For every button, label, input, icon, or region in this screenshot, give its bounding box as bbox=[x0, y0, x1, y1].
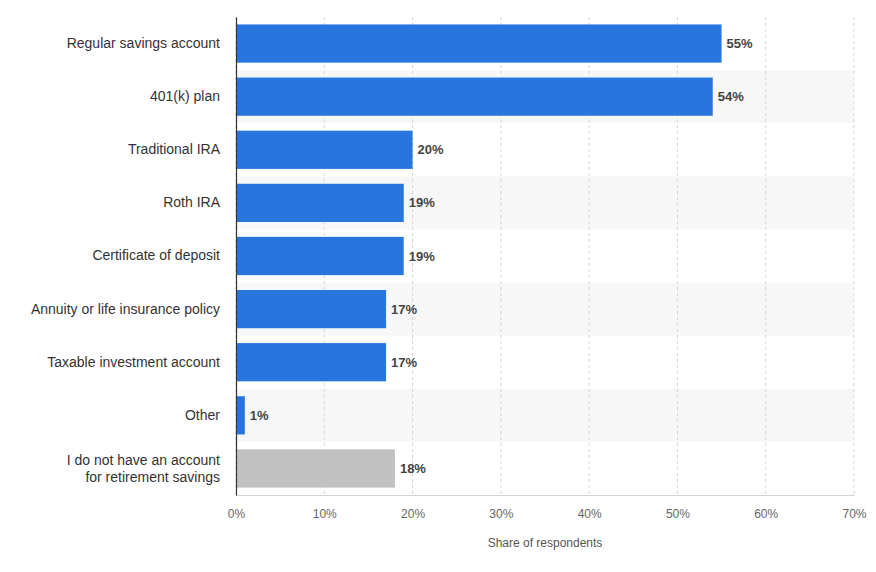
bar bbox=[236, 290, 386, 328]
data-label: 20% bbox=[418, 142, 444, 157]
row-stripe bbox=[236, 283, 854, 336]
data-label: 1% bbox=[250, 408, 269, 423]
bar bbox=[236, 396, 245, 434]
y-tick: Certificate of deposit bbox=[92, 247, 236, 263]
y-tick-label: Regular savings account bbox=[67, 35, 220, 51]
data-label: 17% bbox=[391, 355, 417, 370]
y-tick-label: Other bbox=[185, 407, 220, 423]
y-tick: I do not have an accountfor retirement s… bbox=[67, 452, 236, 485]
x-tick: 40% bbox=[578, 495, 602, 521]
x-tick-label: 40% bbox=[578, 507, 602, 521]
bar bbox=[236, 449, 395, 487]
y-tick-label: Taxable investment account bbox=[47, 354, 220, 370]
x-axis-title: Share of respondents bbox=[488, 536, 603, 550]
grid bbox=[236, 17, 854, 495]
row-stripe bbox=[236, 176, 854, 229]
y-tick: Taxable investment account bbox=[47, 354, 236, 370]
x-tick-label: 70% bbox=[842, 507, 866, 521]
bar bbox=[236, 343, 386, 381]
grid-line bbox=[236, 17, 237, 495]
x-tick-label: 60% bbox=[754, 507, 778, 521]
y-tick: Annuity or life insurance policy bbox=[31, 301, 236, 317]
x-tick: 0% bbox=[228, 495, 246, 521]
y-axis: Regular savings account 401(k) plan Tradit… bbox=[31, 18, 237, 496]
y-tick-label: 401(k) plan bbox=[150, 88, 220, 104]
x-tick-label: 30% bbox=[489, 507, 513, 521]
x-tick: 60% bbox=[754, 495, 778, 521]
x-tick-label: 50% bbox=[666, 507, 690, 521]
bar bbox=[236, 237, 404, 275]
row-stripes bbox=[236, 70, 854, 442]
x-tick: 30% bbox=[489, 495, 513, 521]
chart: 55% 54% 20% 19% 19% 17% 17% 1% 18% 0% 10% 20% 30% 40%… bbox=[0, 0, 876, 572]
data-label: 19% bbox=[409, 195, 435, 210]
x-tick-label: 20% bbox=[401, 507, 425, 521]
bars bbox=[236, 24, 722, 487]
x-axis: 0% 10% 20% 30% 40% 50% 60% 70% bbox=[228, 495, 867, 521]
y-axis-line bbox=[236, 18, 237, 496]
x-tick: 50% bbox=[666, 495, 690, 521]
data-label: 54% bbox=[718, 89, 744, 104]
x-axis-line bbox=[237, 495, 855, 496]
bar bbox=[236, 184, 404, 222]
y-tick-label: Traditional IRA bbox=[128, 141, 221, 157]
bar bbox=[236, 131, 413, 169]
data-label: 55% bbox=[727, 36, 753, 51]
bar bbox=[236, 24, 722, 62]
plot: 55% 54% 20% 19% 19% 17% 17% 1% 18% 0% 10% 20% 30% 40%… bbox=[31, 17, 867, 521]
data-labels: 55% 54% 20% 19% 19% 17% 17% 1% 18% bbox=[250, 36, 753, 476]
y-tick-label: Annuity or life insurance policy bbox=[31, 301, 220, 317]
x-tick-label: 10% bbox=[313, 507, 337, 521]
y-tick-label: Certificate of deposit bbox=[92, 247, 220, 263]
x-tick: 20% bbox=[401, 495, 425, 521]
grid-line bbox=[854, 17, 855, 495]
grid-line bbox=[765, 17, 766, 495]
y-tick: Regular savings account bbox=[67, 35, 236, 51]
y-tick-label: Roth IRA bbox=[163, 194, 220, 210]
y-tick: 401(k) plan bbox=[150, 88, 236, 104]
row-stripe bbox=[236, 70, 854, 123]
x-tick: 10% bbox=[313, 495, 337, 521]
y-tick: Roth IRA bbox=[163, 194, 236, 210]
data-label: 18% bbox=[400, 461, 426, 476]
y-tick: Traditional IRA bbox=[128, 141, 236, 157]
data-label: 17% bbox=[391, 302, 417, 317]
bar bbox=[236, 78, 713, 116]
data-label: 19% bbox=[409, 249, 435, 264]
x-tick-label: 0% bbox=[228, 507, 246, 521]
row-stripe bbox=[236, 389, 854, 442]
y-tick: Other bbox=[185, 407, 236, 423]
y-tick-label: I do not have an accountfor retirement s… bbox=[67, 452, 220, 485]
x-tick: 70% bbox=[842, 495, 866, 521]
